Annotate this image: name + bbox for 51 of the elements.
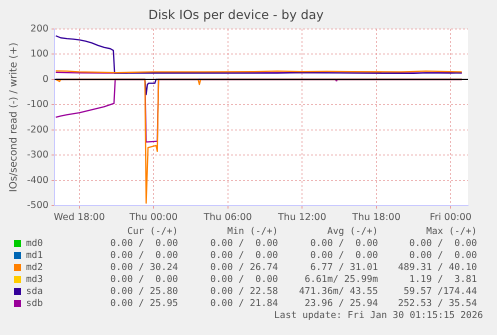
text: 23.96 / 25.94: [304, 298, 378, 309]
text: 59.57 /174.44: [404, 286, 477, 297]
text: Max (-/+): [426, 226, 477, 237]
text: Last update: Fri Jan 30 01:15:15 2026: [274, 310, 483, 321]
legend-label: md3: [26, 274, 43, 285]
text: 0.00 / 0.00: [210, 274, 278, 285]
x-tick-label: Thu 12:00: [277, 212, 326, 223]
text: 0.00 / 25.95: [110, 298, 178, 309]
text: 0.00 / 0.00: [409, 238, 477, 249]
text: 0.00 / 0.00: [210, 238, 278, 249]
x-tick-label: Thu 00:00: [128, 212, 178, 223]
y-tick-label: -400: [27, 174, 49, 186]
chart-title: Disk IOs per device - by day: [148, 6, 324, 22]
text: 0.00 / 22.58: [210, 286, 278, 297]
legend-label: sdb: [26, 298, 43, 309]
y-axis-title: IOs/second read (-) / write (+): [8, 42, 20, 192]
text: 252.53 / 35.54: [398, 298, 477, 309]
text: 0.00 / 0.00: [210, 250, 278, 261]
text: 0.00 / 26.74: [210, 262, 278, 273]
y-tick-label: -200: [27, 124, 49, 136]
text: 471.36m/ 43.55: [298, 286, 378, 297]
legend-label: md0: [26, 238, 43, 249]
y-tick-label: -500: [27, 200, 49, 212]
text: 0.00 / 0.00: [409, 250, 477, 261]
text: 0.00 / 0.00: [110, 250, 178, 261]
x-tick-label: Wed 18:00: [54, 212, 105, 223]
text: 1.19 / 3.81: [409, 274, 477, 285]
x-tick-label: Fri 00:00: [430, 212, 472, 223]
text: 0.00 / 0.00: [310, 238, 378, 249]
text: 489.31 / 40.10: [398, 262, 477, 273]
text: 0.00 / 21.84: [210, 298, 278, 309]
text: 6.77 / 31.01: [310, 262, 378, 273]
text: 0.00 / 25.80: [110, 286, 178, 297]
text: 6.61m/ 25.99m: [304, 274, 378, 285]
y-tick-label: 0: [42, 74, 49, 85]
legend-label: md1: [26, 250, 43, 261]
text: Min (-/+): [227, 226, 278, 237]
y-tick-label: 200: [30, 23, 49, 34]
text: Avg (-/+): [327, 226, 378, 237]
x-tick-label: Thu 18:00: [351, 212, 401, 223]
text: 0.00 / 0.00: [310, 250, 378, 261]
x-tick-label: Thu 06:00: [202, 212, 252, 223]
legend-label: md2: [26, 262, 43, 273]
text: 0.00 / 0.00: [110, 274, 178, 285]
y-tick-label: -300: [27, 150, 49, 161]
text: 0.00 / 0.00: [110, 238, 178, 249]
legend-label: sda: [26, 286, 43, 297]
y-tick-label: -100: [27, 99, 49, 110]
text: Cur (-/+): [127, 226, 178, 237]
text: 0.00 / 30.24: [110, 262, 178, 273]
y-tick-label: 100: [30, 48, 49, 60]
